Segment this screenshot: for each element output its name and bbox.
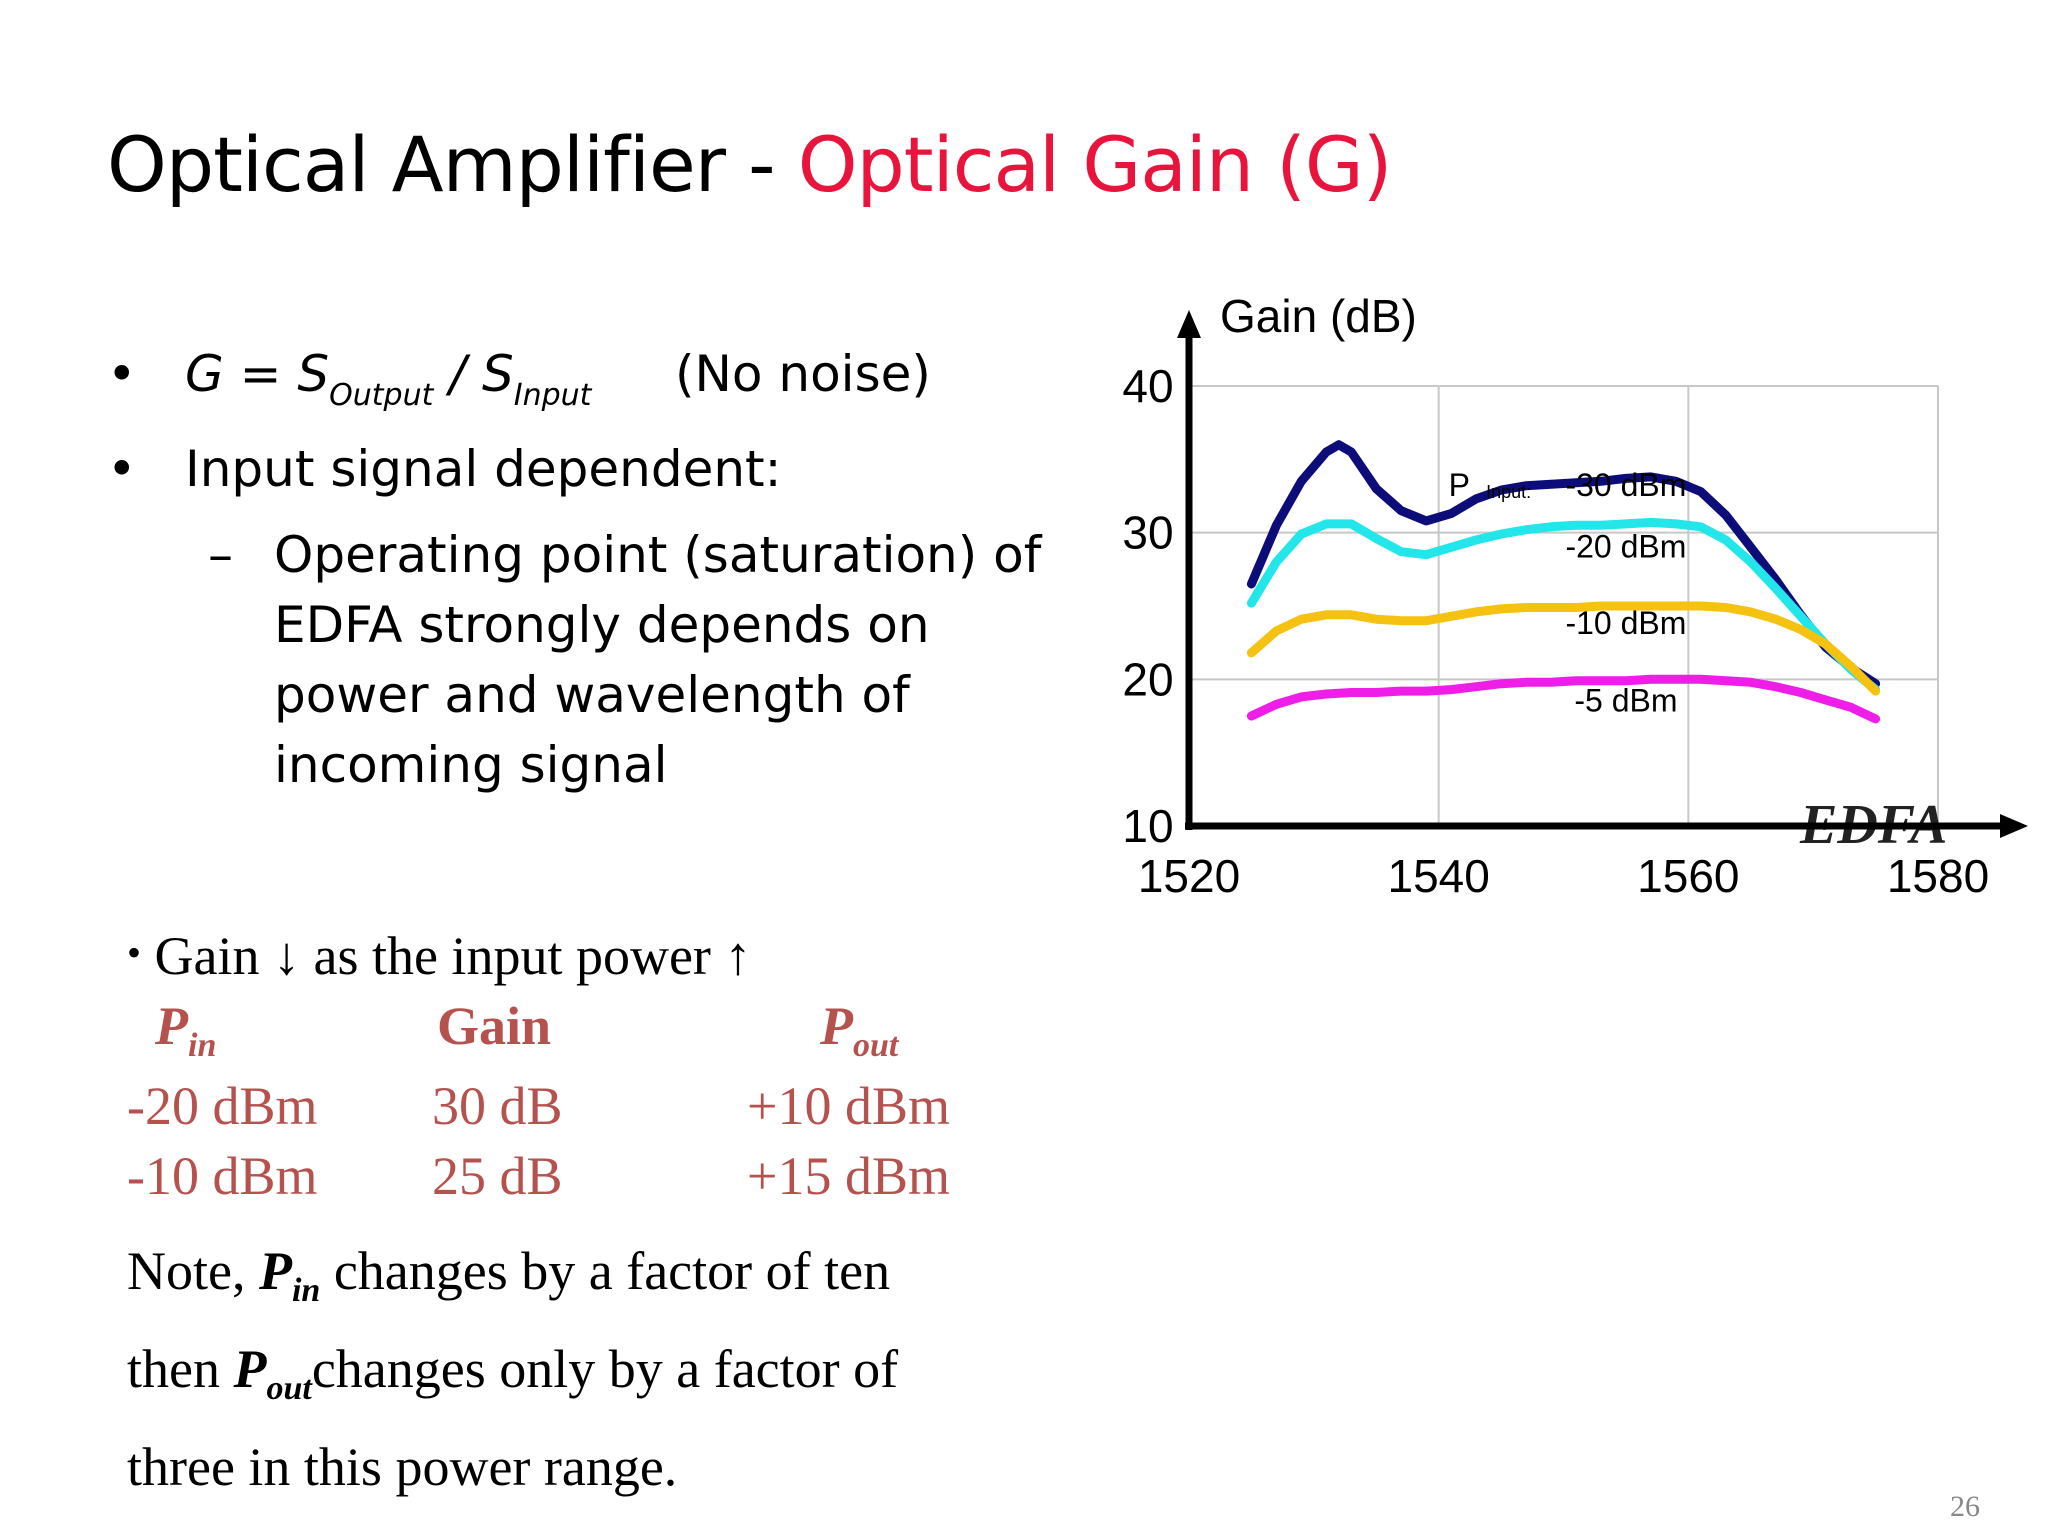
bullet-marker: • <box>107 345 137 403</box>
x-tick-label: 1580 <box>1887 850 1989 902</box>
table-cell-pin: -10 dBm <box>127 1146 318 1206</box>
bullet-marker: • <box>107 440 137 498</box>
note-pout: P <box>233 1339 267 1399</box>
y-tick-label: 40 <box>1122 360 1173 412</box>
title-main: Optical Amplifier - <box>107 120 798 209</box>
series-label: -10 dBm <box>1565 605 1686 641</box>
series-label-prefix: P <box>1449 467 1470 503</box>
note-line-2: then Poutchanges only by a factor of <box>127 1330 898 1428</box>
y-tick-label: 30 <box>1122 507 1173 559</box>
series-line <box>1246 674 1881 724</box>
x-tick-label: 1540 <box>1387 850 1489 902</box>
formula-g: G = S <box>185 345 330 403</box>
series-label: -30 dBm <box>1565 467 1686 503</box>
series-label: -20 dBm <box>1565 529 1686 565</box>
page-title: Optical Amplifier - Optical Gain (G) <box>107 120 1393 209</box>
x-tick-label: 1520 <box>1138 850 1240 902</box>
note-text: then <box>127 1339 234 1399</box>
note-text: changes only by a factor of <box>311 1339 899 1399</box>
table-cell-pout: +10 dBm <box>747 1076 950 1136</box>
series-line <box>1246 601 1881 696</box>
gain-bullet: • Gain ↓ as the input power ↑ <box>127 925 751 987</box>
note-pin-sub: in <box>291 1272 321 1309</box>
gain-bullet-text: Gain ↓ as the input power ↑ <box>154 926 752 986</box>
formula-output-sub: Output <box>329 378 434 413</box>
sub-bullet-text: Operating point (saturation) of EDFA str… <box>274 520 1042 800</box>
input-dependent-text: Input signal dependent: <box>185 440 782 498</box>
gain-formula: G = SOutput / SInput <box>185 345 591 413</box>
title-highlight: Optical Gain (G) <box>797 120 1393 209</box>
y-axis-arrow <box>1177 310 1201 338</box>
series-label: -5 dBm <box>1574 683 1677 719</box>
note-line-1: Note, Pin changes by a factor of ten <box>127 1232 898 1330</box>
header-pin-p: P <box>155 996 188 1056</box>
bullet-marker: • <box>127 930 142 975</box>
sub-bullet-line: Operating point (saturation) of <box>274 526 1042 584</box>
note-pout-sub: out <box>266 1370 312 1407</box>
sub-bullet-line: power and wavelength of <box>274 666 910 724</box>
series-line <box>1246 517 1881 695</box>
header-pout-p: P <box>820 996 853 1056</box>
header-pin: Pin <box>155 995 216 1065</box>
x-axis-arrow <box>2000 814 2028 838</box>
table-cell-pout: +15 dBm <box>747 1146 950 1206</box>
page-number: 26 <box>1950 1490 1980 1523</box>
y-tick-label: 10 <box>1122 800 1173 852</box>
y-axis-label: Gain (dB) <box>1220 290 1417 342</box>
sub-bullet-line: EDFA strongly depends on <box>274 596 930 654</box>
y-tick-label: 20 <box>1122 653 1173 705</box>
header-pout: Pout <box>820 995 898 1065</box>
x-tick-label: 1560 <box>1637 850 1739 902</box>
header-pout-sub: out <box>853 1026 899 1064</box>
header-pin-sub: in <box>188 1026 217 1064</box>
header-gain: Gain <box>437 996 552 1056</box>
table-cell-gain: 30 dB <box>432 1076 563 1136</box>
note-pin: P <box>258 1241 292 1301</box>
sub-bullet-line: incoming signal <box>274 736 668 794</box>
series-label-prefix-sub: Input: <box>1486 482 1531 502</box>
note-line-3: three in this power range. <box>127 1437 678 1497</box>
note-text: changes by a factor of ten <box>320 1241 891 1301</box>
formula-input-sub: Input <box>513 378 592 413</box>
no-noise-note: (No noise) <box>675 345 931 403</box>
factor-note: Note, Pin changes by a factor of ten the… <box>127 1232 898 1506</box>
dash-marker: – <box>208 526 233 584</box>
series-line <box>1246 440 1881 689</box>
table-cell-gain: 25 dB <box>432 1146 563 1206</box>
table-cell-pin: -20 dBm <box>127 1076 318 1136</box>
note-text: Note, <box>127 1241 259 1301</box>
formula-slash: / S <box>433 345 514 403</box>
